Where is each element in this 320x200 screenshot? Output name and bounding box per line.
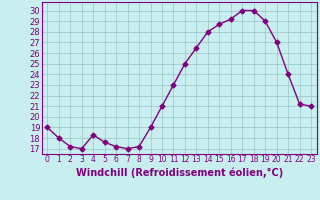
X-axis label: Windchill (Refroidissement éolien,°C): Windchill (Refroidissement éolien,°C) <box>76 167 283 178</box>
